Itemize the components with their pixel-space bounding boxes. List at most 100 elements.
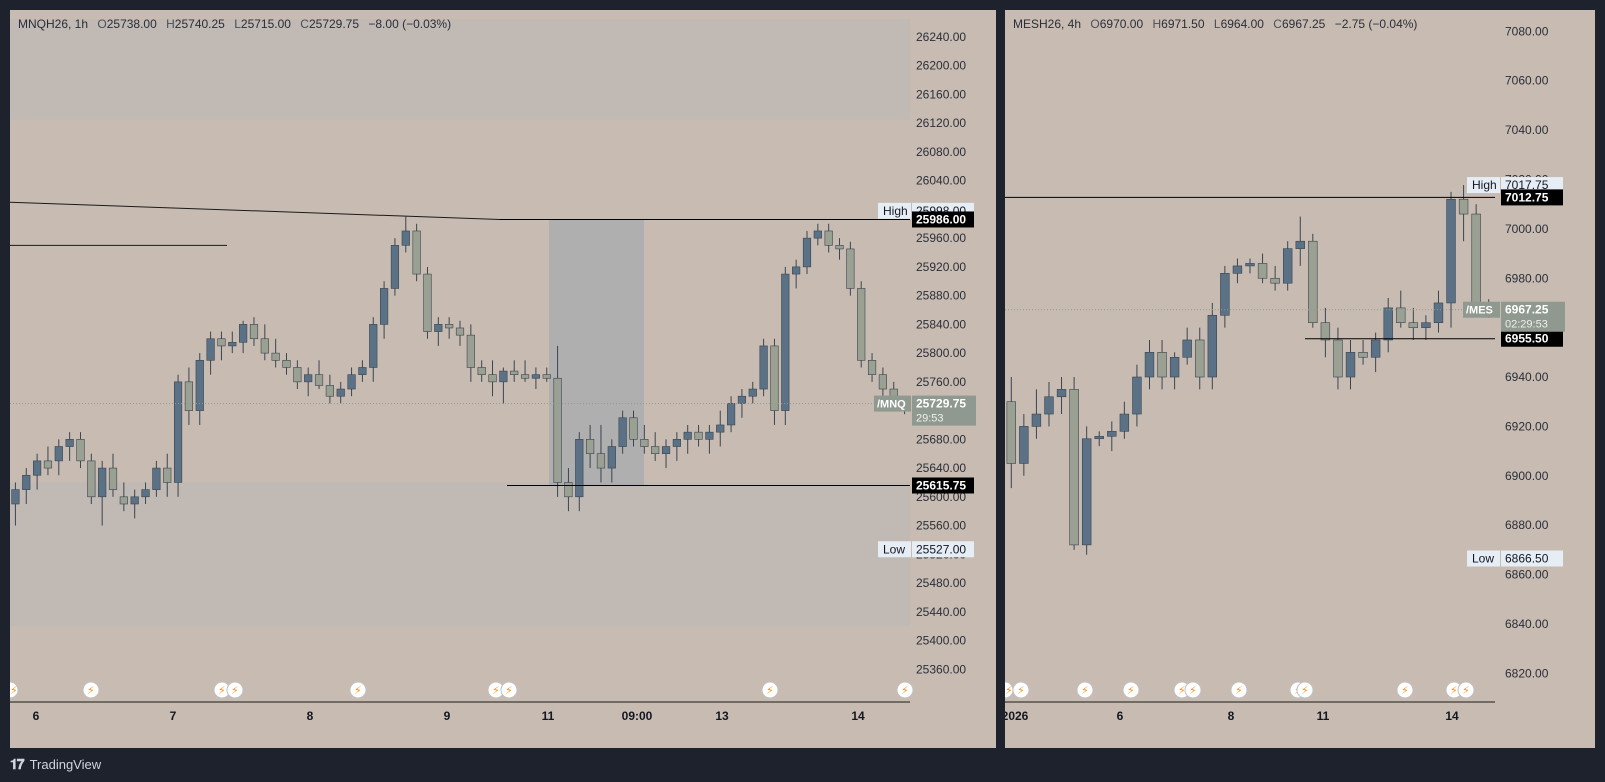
- mnq-candle-body: [173, 381, 183, 483]
- mes-candle-body: [1245, 263, 1255, 267]
- mes-candle-body: [1232, 265, 1243, 274]
- tradingview-branding[interactable]: 𝟏𝟕 TradingView: [10, 754, 101, 774]
- mnq-candle-body: [390, 245, 400, 289]
- mnq-candle-body: [781, 273, 790, 411]
- mes-price-label-value: 6866.50: [1505, 551, 1549, 565]
- mes-last-price-bg: [1501, 301, 1565, 332]
- mnq-y-tick-label: 26040.00: [916, 174, 966, 188]
- mes-legend-open: 6970.00: [1099, 17, 1144, 31]
- mnq-candle-body: [477, 367, 486, 375]
- mnq-candle-body: [206, 338, 215, 361]
- mes-candle-body: [1157, 352, 1167, 378]
- mnq-candle-body: [618, 417, 627, 447]
- mes-event-lightning-icon: ⚡: [1081, 684, 1089, 697]
- mnq-candle-body: [672, 439, 681, 447]
- mnq-candle-body: [510, 370, 519, 375]
- mnq-candle-body: [434, 324, 443, 332]
- mes-y-tick-label: 6880.00: [1505, 518, 1549, 532]
- mnq-chart-pane[interactable]: 26240.00 26200.00 26160.00 26120.00 26080.00…: [10, 10, 996, 748]
- mnq-y-tick-label: 25640.00: [916, 461, 966, 475]
- mnq-legend-open: 25738.00: [106, 17, 157, 31]
- mes-chart-canvas[interactable]: 7080.007060.007040.007020.007000.006980.…: [1005, 10, 1595, 748]
- mes-event-lightning-icon: ⚡: [1189, 684, 1197, 697]
- mes-event-lightning-icon: ⚡: [1178, 684, 1186, 697]
- mes-candle-body: [1195, 339, 1205, 378]
- mnq-candle-body: [488, 374, 497, 383]
- mes-event-lightning-icon: ⚡: [1127, 684, 1135, 697]
- mes-candle-body: [1031, 413, 1042, 427]
- mnq-price-label-bg: [912, 541, 974, 558]
- mnq-last-price-symbol-bg: [874, 395, 911, 412]
- mes-last-price-value: 6967.25: [1505, 303, 1549, 317]
- mnq-candle-body: [737, 395, 747, 404]
- mes-chart-pane[interactable]: 7080.007060.007040.007020.007000.006980.…: [1005, 10, 1595, 748]
- mnq-candle-body: [33, 460, 42, 476]
- mnq-candle-body: [466, 334, 475, 368]
- mes-price-label-bg: [1501, 330, 1563, 347]
- mnq-y-tick-label: 26080.00: [916, 145, 966, 159]
- mes-candle-body: [1370, 339, 1381, 358]
- mes-x-tick-label: 11: [1317, 709, 1330, 723]
- mnq-event-lightning-icon: ⚡: [766, 684, 774, 697]
- mnq-candle-body: [824, 230, 833, 246]
- mnq-candle-body: [705, 431, 714, 440]
- mes-candle-body: [1182, 339, 1192, 358]
- mnq-price-label-bg: [912, 211, 974, 228]
- mnq-candle-body: [499, 370, 508, 383]
- mnq-candle-body: [802, 237, 812, 268]
- mnq-candle-body: [228, 342, 237, 347]
- mnq-chart-canvas[interactable]: 26240.00 26200.00 26160.00 26120.00 26080.00…: [10, 10, 996, 748]
- mnq-candle-body: [108, 467, 118, 490]
- mnq-y-tick-label: 25560.00: [916, 519, 966, 533]
- mnq-candle-body: [54, 446, 63, 462]
- mes-candle-body: [1333, 339, 1343, 378]
- mes-event-marker-icon: [1122, 681, 1140, 699]
- mes-legend-symbol: MESH26, 4h: [1013, 17, 1082, 31]
- mes-candle-body: [1270, 277, 1280, 284]
- mnq-event-marker-icon: [761, 681, 779, 699]
- mes-x-tick-label: 14: [1445, 709, 1459, 723]
- mnq-candle-body: [336, 388, 345, 397]
- mnq-legend-high: 25740.25: [174, 17, 225, 31]
- mes-price-label-tag-bg: [1467, 177, 1500, 194]
- mes-event-lightning-icon: ⚡: [1235, 684, 1243, 697]
- mes-candle-body: [1308, 240, 1318, 323]
- mes-candle-body: [1282, 248, 1293, 284]
- mes-legend: MESH26, 4h O6970.00 H6971.50 L6964.00 C6…: [1013, 17, 1418, 31]
- mnq-y-tick-label: 25680.00: [916, 432, 966, 446]
- mnq-y-tick-label: 26240.00: [916, 30, 966, 44]
- mnq-candle-body: [119, 496, 128, 505]
- mnq-candle-body: [65, 439, 74, 447]
- mes-candle-body: [1320, 322, 1331, 341]
- mnq-candle-body: [596, 453, 606, 469]
- mes-y-tick-label: 6900.00: [1505, 469, 1549, 483]
- mnq-candle-body: [455, 327, 465, 336]
- mes-candle-body: [1132, 376, 1142, 415]
- mes-price-label-bg: [1501, 550, 1563, 567]
- mnq-y-tick-label: 25480.00: [916, 576, 966, 590]
- mnq-y-tick-label: 25880.00: [916, 289, 966, 303]
- mnq-candle-body: [271, 352, 280, 361]
- mnq-position-box: [549, 219, 644, 486]
- mnq-candle-body: [423, 273, 432, 332]
- mnq-price-label-bg: [912, 477, 974, 494]
- mnq-candle-body: [217, 338, 226, 347]
- mnq-candle-body: [867, 359, 877, 375]
- mnq-event-lightning-icon: ⚡: [87, 684, 95, 697]
- mes-candle-body: [1107, 431, 1117, 437]
- mes-event-marker-icon: [1230, 681, 1248, 699]
- mnq-candle-body: [716, 424, 725, 433]
- mnq-legend: MNQH26, 1h O25738.00 H25740.25 L25715.00…: [18, 17, 452, 31]
- mnq-candle-body: [293, 367, 302, 383]
- mes-event-lightning-icon: ⚡: [1401, 684, 1409, 697]
- mnq-y-tick-label: 26120.00: [916, 116, 966, 130]
- mnq-price-label-value: 25615.75: [916, 478, 966, 492]
- mes-event-lightning-icon: ⚡: [1005, 684, 1013, 697]
- mes-event-marker-icon: [1396, 681, 1414, 699]
- mnq-legend-close: 25729.75: [308, 17, 360, 31]
- mnq-candle-body: [260, 338, 269, 354]
- mes-countdown: 02:29:53: [1505, 319, 1548, 331]
- mes-price-label-value: 6955.50: [1505, 332, 1549, 346]
- mnq-candle-body: [163, 467, 172, 483]
- mnq-x-tick-label: 9: [444, 709, 451, 723]
